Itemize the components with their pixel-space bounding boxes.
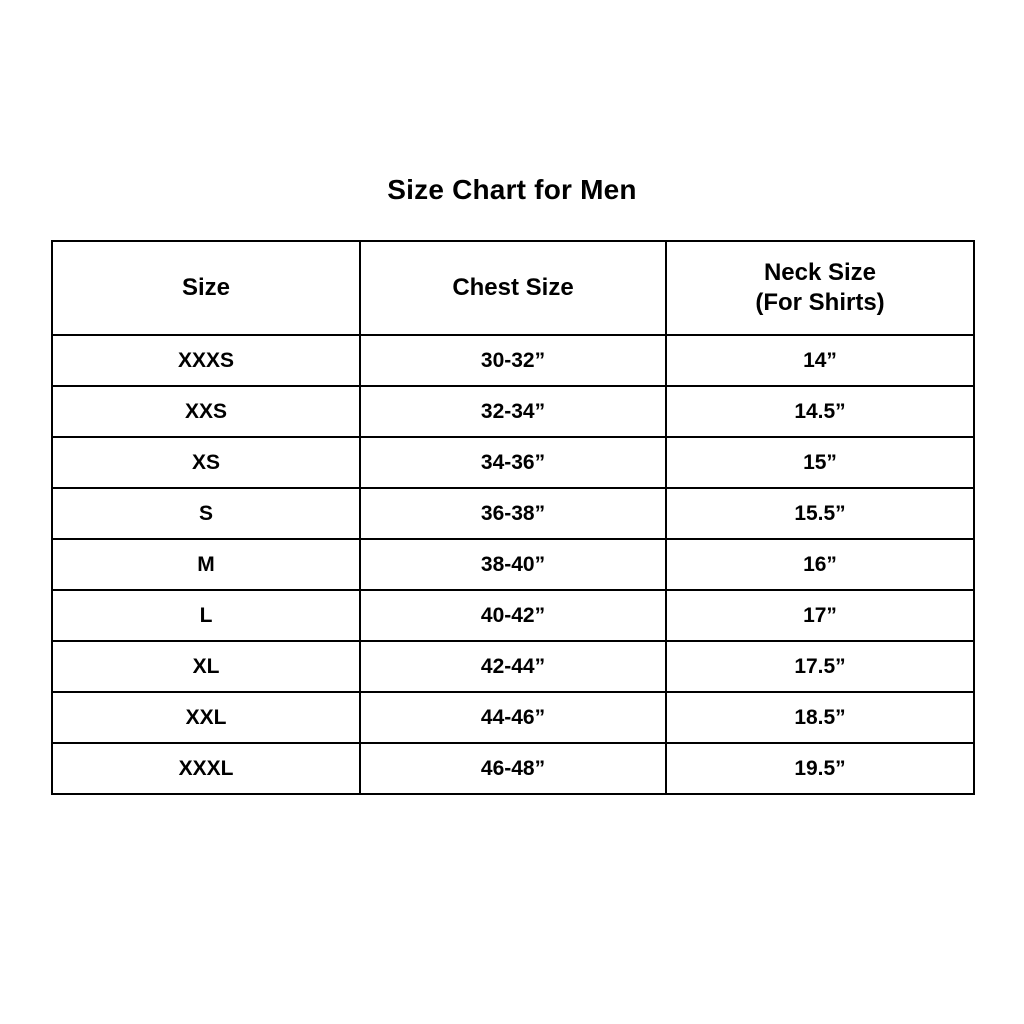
column-header-size-label: Size (181, 274, 231, 301)
cell-chest: 38-40” (359, 538, 667, 591)
table-row: XS 34-36” 15” (51, 436, 975, 489)
cell-size: XS (51, 436, 361, 489)
table-row: XXS 32-34” 14.5” (51, 385, 975, 438)
column-header-neck-size-sublabel: (For Shirts) (755, 289, 885, 316)
cell-neck: 16” (665, 538, 975, 591)
cell-neck: 18.5” (665, 691, 975, 744)
cell-neck: 14” (665, 334, 975, 387)
page-title: Size Chart for Men (387, 174, 637, 205)
table-row: XL 42-44” 17.5” (51, 640, 975, 693)
cell-neck: 15” (665, 436, 975, 489)
cell-neck: 14.5” (665, 385, 975, 438)
cell-size: S (51, 487, 361, 540)
cell-chest: 42-44” (359, 640, 667, 693)
table-row: XXL 44-46” 18.5” (51, 691, 975, 744)
header-row: Size Chest Size Neck Size (For Shirts) (51, 240, 975, 336)
column-header-chest-size: Chest Size (359, 240, 667, 336)
cell-chest: 44-46” (359, 691, 667, 744)
cell-size: XXS (51, 385, 361, 438)
cell-neck: 17.5” (665, 640, 975, 693)
cell-chest: 36-38” (359, 487, 667, 540)
cell-chest: 32-34” (359, 385, 667, 438)
cell-size: XXL (51, 691, 361, 744)
cell-neck: 15.5” (665, 487, 975, 540)
table-row: XXXL 46-48” 19.5” (51, 742, 975, 795)
table-row: S 36-38” 15.5” (51, 487, 975, 540)
table-row: L 40-42” 17” (51, 589, 975, 642)
cell-size: M (51, 538, 361, 591)
cell-chest: 40-42” (359, 589, 667, 642)
cell-chest: 46-48” (359, 742, 667, 795)
cell-neck: 17” (665, 589, 975, 642)
table-row: M 38-40” 16” (51, 538, 975, 591)
column-header-neck-size: Neck Size (For Shirts) (665, 240, 975, 336)
table-body: XXXS 30-32” 14” XXS 32-34” 14.5” XS 34-3… (51, 334, 975, 795)
cell-size: XL (51, 640, 361, 693)
cell-size: XXXS (51, 334, 361, 387)
table-row: XXXS 30-32” 14” (51, 334, 975, 387)
size-table-container: Size Chest Size Neck Size (For Shirts) X… (51, 240, 975, 795)
table-header: Size Chest Size Neck Size (For Shirts) (51, 240, 975, 336)
cell-neck: 19.5” (665, 742, 975, 795)
cell-size: XXXL (51, 742, 361, 795)
cell-chest: 34-36” (359, 436, 667, 489)
column-header-chest-size-label: Chest Size (452, 274, 574, 301)
cell-chest: 30-32” (359, 334, 667, 387)
cell-size: L (51, 589, 361, 642)
column-header-size: Size (51, 240, 361, 336)
size-chart-table: Size Chest Size Neck Size (For Shirts) X… (51, 240, 975, 795)
column-header-neck-size-label: Neck Size (763, 259, 877, 286)
